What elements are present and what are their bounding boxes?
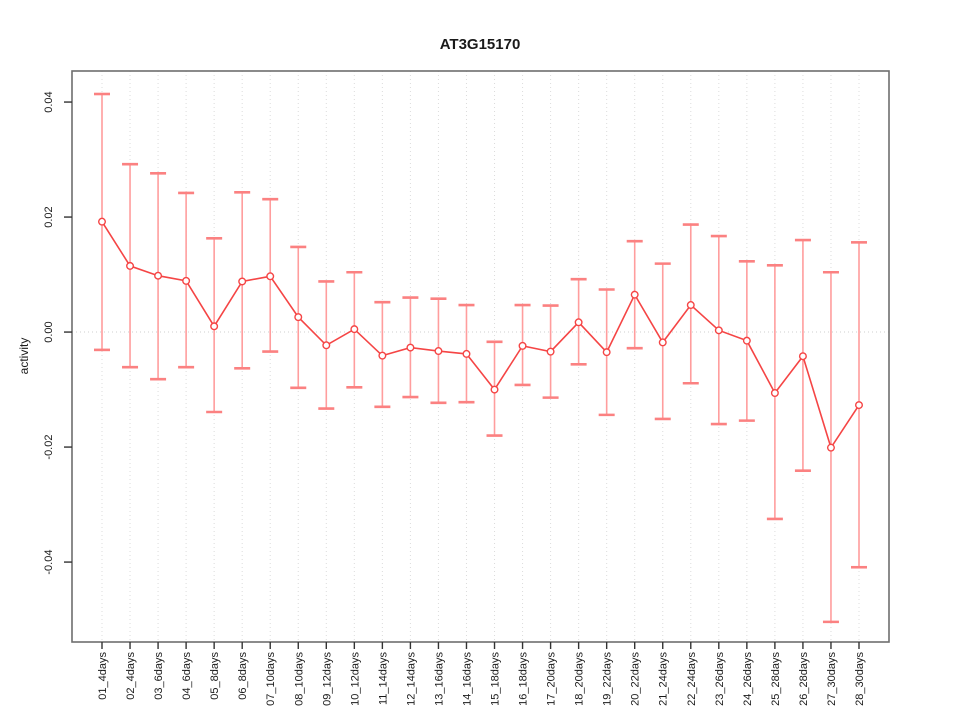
data-point bbox=[714, 326, 723, 335]
data-point bbox=[826, 443, 835, 452]
x-tick-label: 22_24days bbox=[686, 652, 698, 706]
data-point bbox=[518, 341, 527, 350]
data-point bbox=[182, 276, 191, 285]
data-point bbox=[742, 336, 751, 345]
x-tick-label: 14_16days bbox=[461, 652, 473, 706]
x-tick-label: 16_18days bbox=[518, 652, 530, 706]
data-point bbox=[658, 338, 667, 347]
data-point bbox=[238, 277, 247, 286]
x-tick-label: 15_18days bbox=[490, 652, 502, 706]
y-tick-label: 0.04 bbox=[43, 91, 55, 112]
x-tick-label: 17_20days bbox=[546, 652, 558, 706]
y-tick-label: 0.00 bbox=[43, 321, 55, 342]
x-tick-label: 28_30days bbox=[854, 652, 866, 706]
x-tick-label: 27_30days bbox=[826, 652, 838, 706]
data-point bbox=[630, 290, 639, 299]
x-tick-label: 06_8days bbox=[237, 652, 249, 700]
data-point bbox=[97, 217, 106, 226]
x-tick-label: 24_26days bbox=[742, 652, 754, 706]
x-tick-label: 25_28days bbox=[770, 652, 782, 706]
y-tick-label: -0.04 bbox=[43, 550, 55, 575]
data-point bbox=[434, 347, 443, 356]
data-point bbox=[855, 401, 864, 410]
gridlines bbox=[72, 71, 889, 642]
data-point bbox=[154, 271, 163, 280]
y-axis: -0.04 -0.02 0.00 0.02 0.04 bbox=[43, 91, 72, 575]
series-line bbox=[101, 221, 860, 450]
plot-box bbox=[71, 70, 890, 643]
data-point bbox=[462, 349, 471, 358]
x-tick-label: 07_10days bbox=[265, 652, 277, 706]
x-tick-label: 20_22days bbox=[630, 652, 642, 706]
x-axis: 01_4days 02_4days 03_6days 04_6days 05_8days… bbox=[97, 642, 866, 706]
y-axis-label: activity bbox=[17, 338, 31, 375]
data-point bbox=[602, 348, 611, 357]
x-tick-label: 02_4days bbox=[125, 652, 137, 700]
data-point bbox=[322, 341, 331, 350]
data-point bbox=[350, 325, 359, 334]
x-tick-label: 01_4days bbox=[97, 652, 109, 700]
chart-title: AT3G15170 bbox=[440, 36, 521, 53]
x-tick-label: 19_22days bbox=[602, 652, 614, 706]
error-bars bbox=[94, 92, 867, 624]
data-point bbox=[378, 351, 387, 360]
x-tick-label: 04_6days bbox=[181, 652, 193, 700]
x-tick-label: 10_12days bbox=[349, 652, 361, 706]
data-point bbox=[294, 313, 303, 322]
x-tick-label: 11_14days bbox=[377, 652, 389, 706]
data-point bbox=[574, 318, 583, 327]
data-point bbox=[406, 343, 415, 352]
x-tick-label: 21_24days bbox=[658, 652, 670, 706]
data-point bbox=[490, 385, 499, 394]
y-tick-label: 0.02 bbox=[43, 206, 55, 227]
data-point bbox=[126, 261, 135, 270]
x-tick-label: 23_26days bbox=[714, 652, 726, 706]
x-tick-label: 18_20days bbox=[574, 652, 586, 706]
y-tick-label: -0.02 bbox=[43, 435, 55, 460]
data-point bbox=[546, 347, 555, 356]
data-point bbox=[210, 322, 219, 331]
data-point bbox=[770, 389, 779, 398]
x-tick-label: 12_14days bbox=[405, 652, 417, 706]
data-point bbox=[798, 352, 807, 361]
x-tick-label: 03_6days bbox=[153, 652, 165, 700]
x-tick-label: 09_12days bbox=[321, 652, 333, 706]
plot-border bbox=[71, 70, 890, 643]
x-tick-label: 05_8days bbox=[209, 652, 221, 700]
x-tick-label: 26_28days bbox=[798, 652, 810, 706]
data-point bbox=[686, 301, 695, 310]
series-polyline bbox=[101, 221, 860, 450]
x-tick-label: 08_10days bbox=[293, 652, 305, 706]
data-point bbox=[266, 272, 275, 281]
x-tick-label: 13_16days bbox=[433, 652, 445, 706]
data-points bbox=[97, 217, 864, 452]
